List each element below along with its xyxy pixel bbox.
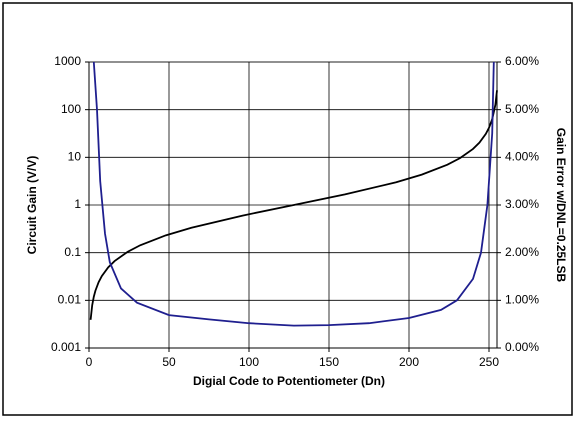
y-tick-label: 0.001 (51, 340, 81, 354)
y2-tick-label: 4.00% (505, 150, 539, 164)
y2-tick-label: 5.00% (505, 102, 539, 116)
x-tick-label: 250 (479, 355, 499, 369)
y-tick-label: 0.01 (58, 293, 82, 307)
x-tick-label: 0 (86, 355, 93, 369)
x-tick-label: 150 (319, 355, 339, 369)
y-axis-title: Circuit Gain (V/V) (25, 156, 39, 255)
y-tick-label: 1 (74, 197, 81, 211)
y2-tick-label: 1.00% (505, 293, 539, 307)
y-tick-label: 0.1 (64, 245, 81, 259)
x-tick-label: 200 (399, 355, 419, 369)
series-line (89, 90, 498, 320)
y-tick-label: 100 (61, 102, 81, 116)
y2-tick-label: 3.00% (505, 197, 539, 211)
y-tick-label: 1000 (54, 54, 81, 68)
y2-tick-label: 0.00% (505, 340, 539, 354)
series-line (92, 61, 495, 327)
y2-tick-label: 6.00% (505, 54, 539, 68)
y-tick-label: 10 (68, 150, 82, 164)
x-tick-label: 50 (162, 355, 176, 369)
x-axis-title: Digial Code to Potentiometer (Dn) (193, 374, 385, 388)
y2-axis-title: Gain Error w/DNL=0.25LSB (554, 128, 568, 283)
x-tick-label: 100 (239, 355, 259, 369)
y2-tick-label: 2.00% (505, 245, 539, 259)
